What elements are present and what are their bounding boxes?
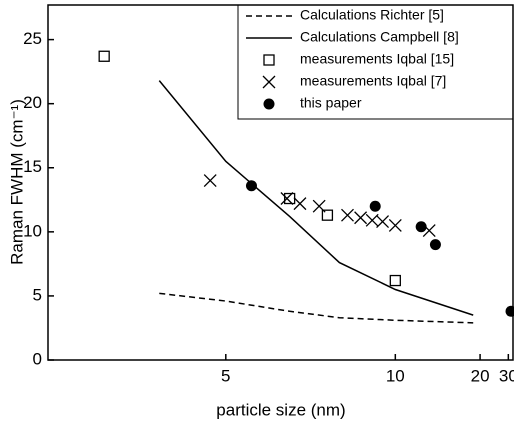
dot-marker bbox=[415, 221, 427, 233]
dot-marker bbox=[369, 200, 381, 212]
square-marker bbox=[263, 54, 275, 66]
cross-marker bbox=[262, 75, 276, 89]
legend-box bbox=[237, 4, 514, 120]
square-marker bbox=[389, 274, 401, 287]
cross-marker bbox=[354, 211, 368, 225]
y-axis-label: Raman FWHM (cm⁻¹) bbox=[7, 99, 26, 265]
x-tick-label: 20 bbox=[471, 366, 490, 385]
cross-marker bbox=[388, 218, 402, 232]
y-tick-label: 5 bbox=[33, 285, 42, 304]
cross-marker bbox=[293, 197, 307, 211]
cross-marker bbox=[365, 213, 379, 227]
cross-marker bbox=[312, 199, 326, 213]
x-tick-label: 5 bbox=[221, 366, 230, 385]
legend-label: measurements Iqbal [7] bbox=[300, 73, 446, 89]
square-marker bbox=[98, 50, 110, 62]
dot-marker bbox=[505, 305, 514, 317]
cross-marker bbox=[280, 192, 294, 205]
series-line bbox=[158, 80, 474, 316]
dot-marker bbox=[429, 239, 441, 251]
dot-marker bbox=[263, 98, 275, 110]
y-tick-label: 10 bbox=[23, 221, 42, 240]
y-tick-label: 20 bbox=[23, 93, 42, 112]
x-tick-label: 30 bbox=[499, 366, 514, 385]
cross-marker bbox=[341, 208, 354, 222]
y-tick-label: 25 bbox=[23, 29, 42, 48]
x-axis-label: particle size (nm) bbox=[216, 400, 345, 419]
square-marker bbox=[321, 209, 334, 221]
series-line bbox=[159, 292, 474, 324]
legend-label: Calculations Campbell [8] bbox=[300, 29, 459, 45]
legend-label: this paper bbox=[300, 95, 362, 111]
y-tick-label: 0 bbox=[33, 349, 42, 368]
legend-label: measurements Iqbal [15] bbox=[300, 51, 454, 67]
dot-marker bbox=[245, 180, 257, 192]
y-tick-label: 15 bbox=[23, 157, 42, 176]
legend-label: Calculations Richter [5] bbox=[300, 7, 444, 23]
cross-marker bbox=[203, 174, 217, 188]
x-tick-label: 10 bbox=[386, 366, 405, 385]
cross-marker bbox=[376, 215, 390, 229]
